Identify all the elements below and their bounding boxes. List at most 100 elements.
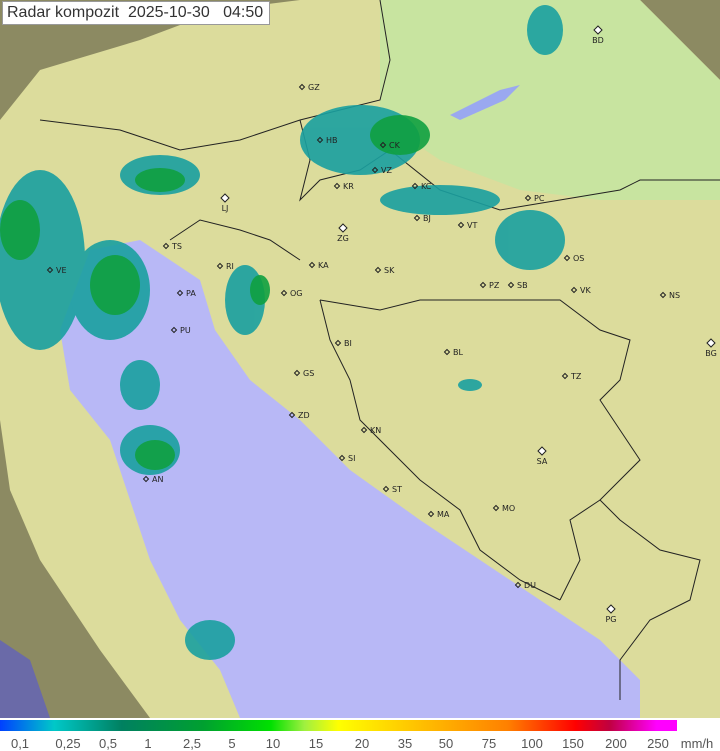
city-ma: MA xyxy=(427,510,450,519)
city-marker-icon xyxy=(379,141,387,149)
city-label: KN xyxy=(370,426,381,435)
city-sb: SB xyxy=(507,281,528,290)
legend-tick: 250 xyxy=(647,736,669,751)
city-du: DU xyxy=(514,581,536,590)
city-bl: BL xyxy=(443,348,463,357)
city-label: GS xyxy=(303,369,314,378)
city-label: VK xyxy=(580,286,591,295)
city-tz: TZ xyxy=(561,372,582,381)
city-marker-icon xyxy=(216,262,224,270)
city-label: HB xyxy=(326,136,338,145)
city-label: ZD xyxy=(298,411,310,420)
city-marker-icon xyxy=(170,326,178,334)
city-marker-icon xyxy=(492,504,500,512)
city-label: BD xyxy=(592,36,604,45)
city-bi: BI xyxy=(334,339,352,348)
city-marker-icon xyxy=(338,223,348,233)
city-ri: RI xyxy=(216,262,234,271)
city-gz: GZ xyxy=(298,83,320,92)
city-label: MO xyxy=(502,504,515,513)
borders xyxy=(39,0,720,700)
city-marker-icon xyxy=(537,446,547,456)
city-label: ST xyxy=(392,485,402,494)
legend-unit: mm/h xyxy=(680,736,714,751)
city-marker-icon xyxy=(563,254,571,262)
legend-tick: 15 xyxy=(308,736,324,751)
city-marker-icon xyxy=(371,166,379,174)
city-label: CK xyxy=(389,141,401,150)
city-kr: KR xyxy=(333,182,354,191)
city-label: VZ xyxy=(381,166,392,175)
city-marker-icon xyxy=(46,266,54,274)
city-label: TS xyxy=(171,242,182,251)
city-label: OG xyxy=(290,289,303,298)
city-vt: VT xyxy=(457,221,477,230)
legend-tick: 0,5 xyxy=(98,736,118,751)
city-marker-icon xyxy=(479,281,487,289)
city-marker-icon xyxy=(176,289,184,297)
city-label: PC xyxy=(534,194,545,203)
city-marker-icon xyxy=(507,281,515,289)
city-label: BG xyxy=(705,349,717,358)
city-marker-icon xyxy=(334,339,342,347)
city-zg: ZG xyxy=(337,223,349,243)
map-title: Radar kompozit 2025-10-30 04:50 xyxy=(2,1,271,25)
city-label: BI xyxy=(344,339,352,348)
city-marker-icon xyxy=(338,454,346,462)
city-label: PU xyxy=(180,326,191,335)
city-label: RI xyxy=(226,262,234,271)
city-marker-icon xyxy=(316,136,324,144)
city-marker-icon xyxy=(413,214,421,222)
city-zd: ZD xyxy=(288,411,310,420)
city-an: AN xyxy=(142,475,163,484)
legend-tick: 5 xyxy=(228,736,236,751)
city-ck: CK xyxy=(379,141,401,150)
city-marker-icon xyxy=(427,510,435,518)
city-marker-icon xyxy=(457,221,465,229)
city-marker-icon xyxy=(411,182,419,190)
city-label: BJ xyxy=(423,214,431,223)
legend-tick: 50 xyxy=(438,736,454,751)
city-marker-icon xyxy=(280,289,288,297)
city-pu: PU xyxy=(170,326,191,335)
city-marker-icon xyxy=(382,485,390,493)
city-kc: KC xyxy=(411,182,432,191)
city-label: KC xyxy=(421,182,432,191)
city-pg: PG xyxy=(605,604,617,624)
city-ve: VE xyxy=(46,266,67,275)
city-label: OS xyxy=(573,254,584,263)
city-pc: PC xyxy=(524,194,545,203)
city-label: PG xyxy=(605,615,616,624)
city-label: KR xyxy=(343,182,354,191)
city-label: SB xyxy=(517,281,528,290)
city-marker-icon xyxy=(142,475,150,483)
city-label: AN xyxy=(152,475,163,484)
city-marker-icon xyxy=(308,261,316,269)
city-mo: MO xyxy=(492,504,515,513)
radar-echoes xyxy=(0,5,565,660)
city-og: OG xyxy=(280,289,303,298)
radar-map[interactable]: BD GZ HB CK VZ KR KC LJ PC ZG BJ VT TS VE KA SK OS RI PA PZ… xyxy=(0,0,720,718)
city-pa: PA xyxy=(176,289,196,298)
city-label: SI xyxy=(348,454,355,463)
city-marker-icon xyxy=(298,83,306,91)
lake-left xyxy=(0,640,50,718)
city-marker-icon xyxy=(606,604,616,614)
city-marker-icon xyxy=(288,411,296,419)
legend-tick: 75 xyxy=(481,736,497,751)
legend-tick: 1 xyxy=(144,736,152,751)
city-sa: SA xyxy=(537,446,548,466)
city-marker-icon xyxy=(293,369,301,377)
city-marker-icon xyxy=(524,194,532,202)
city-hb: HB xyxy=(316,136,338,145)
city-ts: TS xyxy=(162,242,182,251)
city-label: MA xyxy=(437,510,450,519)
city-marker-icon xyxy=(706,338,716,348)
city-ka: KA xyxy=(308,261,329,270)
hungary-plain xyxy=(380,0,720,200)
city-label: KA xyxy=(318,261,329,270)
city-markers: BD GZ HB CK VZ KR KC LJ PC ZG BJ VT TS VE KA SK OS RI PA PZ… xyxy=(46,25,717,624)
city-si: SI xyxy=(338,454,355,463)
city-label: BL xyxy=(453,348,463,357)
city-kn: KN xyxy=(360,426,381,435)
